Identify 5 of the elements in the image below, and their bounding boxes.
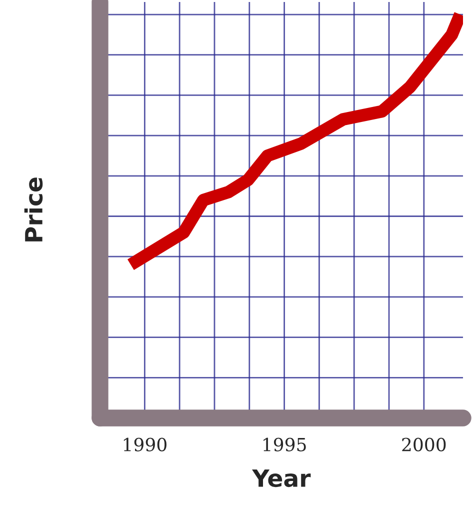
x-axis-title: Year <box>252 470 311 488</box>
x-tick-label: 1990 <box>124 438 166 452</box>
x-tick-label: 2000 <box>402 438 446 452</box>
x-tick-label: 1995 <box>264 438 306 452</box>
y-axis-title: Price <box>24 178 43 242</box>
